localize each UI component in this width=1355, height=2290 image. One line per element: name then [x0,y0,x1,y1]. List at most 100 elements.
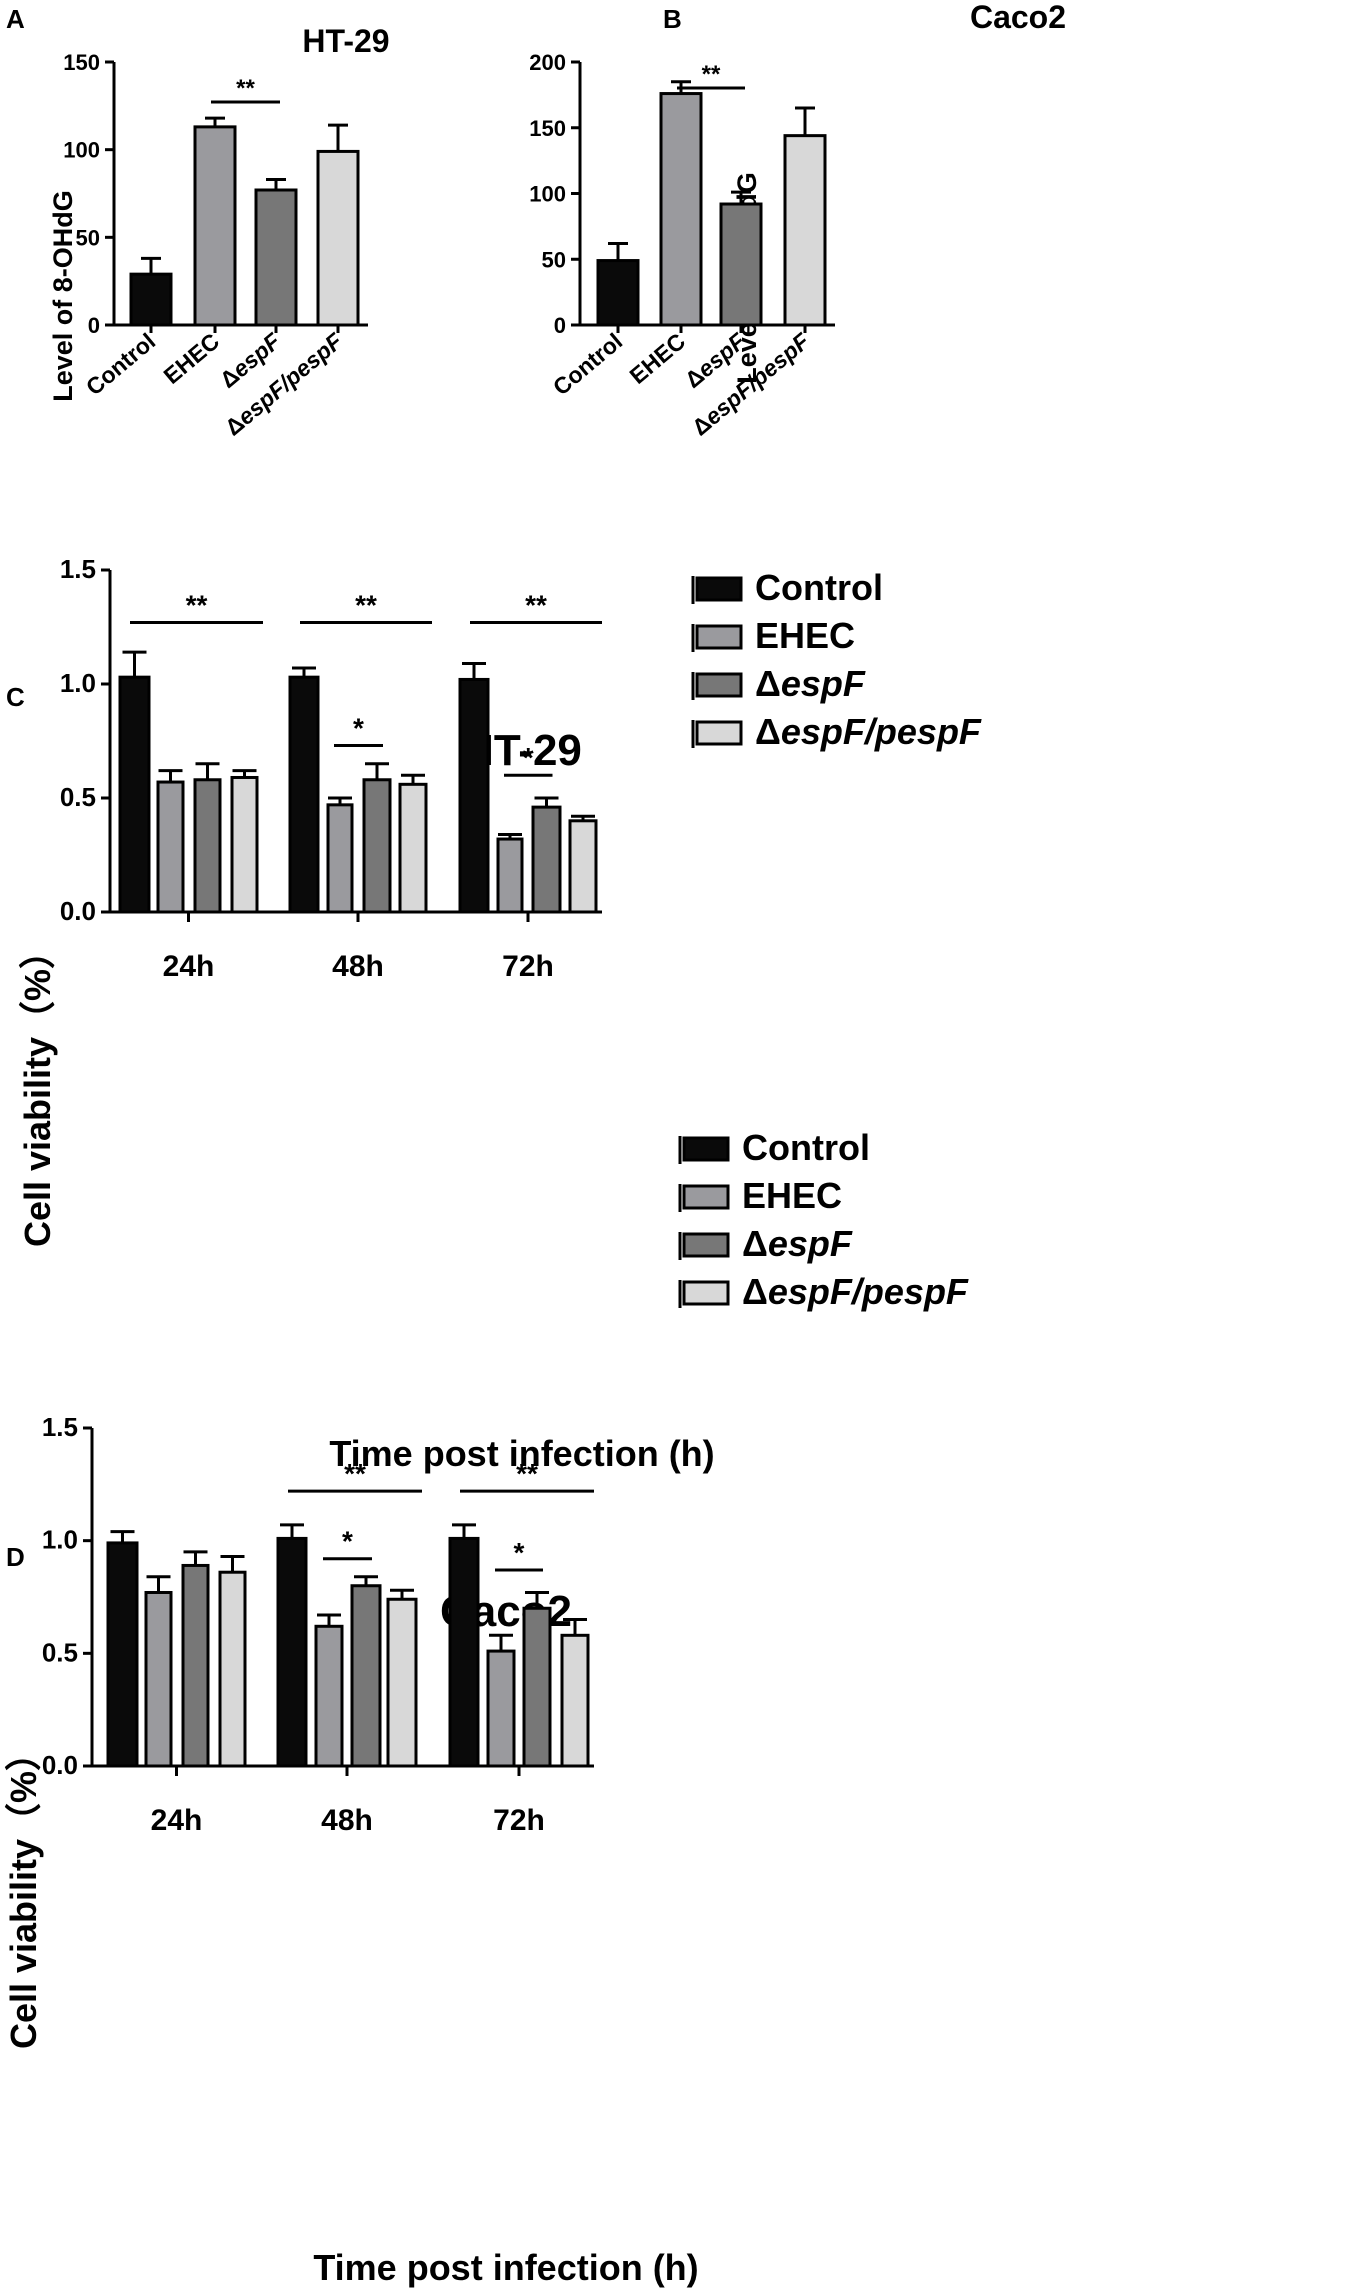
panel-c-legend: Control EHEC ΔespF ΔespF/pespF [691,567,982,752]
panel-a-title: HT-29 [302,23,389,59]
panel-b-plot: 050100150200ControlEHECΔespFΔespF/pespF*… [529,50,835,441]
panel-c-letter: C [6,682,25,712]
bar [568,819,598,914]
bar [316,149,360,327]
y-tick-label: 150 [63,50,100,75]
panel-a: A HT-29 Level of 8-OHdG 0 50 100 150 Control… [6,4,390,441]
bar [398,782,428,914]
legend-swatch [695,720,743,746]
bar [181,1563,210,1768]
bar [448,1536,480,1768]
legend-swatch [682,1184,730,1210]
y-tick-label: 1.0 [60,668,96,698]
legend-swatch [682,1280,730,1306]
y-tick-label: 0.0 [42,1750,78,1780]
category-label: Control [548,328,627,400]
category-label: 48h [321,1804,373,1837]
bar [314,1624,344,1768]
significance-label: * [342,1526,353,1557]
panel-d-ylabel: Cell viability（%） [3,1735,44,2049]
legend-label: EHEC [755,615,855,656]
legend-label: Control [755,567,883,608]
bar [531,805,562,914]
y-tick-label: 50 [76,225,100,250]
bar [458,677,490,914]
bar [362,778,392,914]
y-tick-label: 1.5 [42,1412,78,1442]
y-tick-label: 0.5 [60,782,96,812]
significance-label: ** [525,589,547,620]
bar [288,675,320,914]
bar [144,1590,173,1768]
panel-b: B Caco2 Level of 8-OHdG 050100150200Cont… [529,0,1066,441]
bar [230,775,259,914]
panel-d-legend: Control EHEC ΔespF ΔespF/pespF [678,1127,969,1312]
panel-b-letter: B [663,4,682,34]
category-label: 72h [502,950,554,983]
y-tick-label: 0.0 [60,896,96,926]
significance-label: * [353,713,364,744]
bar [486,1649,516,1768]
category-label: EHEC [159,328,225,389]
bar [560,1633,590,1768]
category-label: 48h [332,950,384,983]
bar [596,259,640,327]
category-label: 24h [163,950,215,983]
legend-label: ΔespF [742,1223,853,1264]
panel-c-xlabel: Time post infection (h) [329,1433,714,1474]
significance-label: ** [516,1458,538,1489]
bar [254,188,298,327]
panel-b-title: Caco2 [970,0,1066,35]
bar [106,1541,139,1768]
significance-label: ** [344,1458,366,1489]
bar [350,1584,382,1768]
legend-label: ΔespF [755,663,866,704]
significance-label: ** [702,61,721,88]
y-tick-label: 50 [542,247,566,272]
legend-swatch [695,576,743,602]
category-label: Control [81,328,160,400]
y-tick-label: 200 [529,50,566,75]
bar [659,92,703,327]
panel-d: D Caco2 Cell viability（%） Time post infe… [3,1127,969,2288]
bar [156,780,185,914]
bar [193,778,222,914]
bar [276,1536,308,1768]
category-label: 24h [151,1804,203,1837]
legend-label: ΔespF/pespF [742,1271,969,1312]
panel-c-ylabel: Cell viability（%） [17,933,58,1247]
significance-label: ** [236,75,255,102]
legend-swatch [695,672,743,698]
significance-label: ** [186,589,208,620]
panel-a-ylabel: Level of 8-OHdG [48,190,78,402]
y-tick-label: 1.0 [42,1525,78,1555]
y-tick-label: 100 [529,182,566,207]
bar [496,837,524,914]
bar [218,1570,247,1768]
bar [386,1597,418,1768]
legend-swatch [695,624,743,650]
y-tick-label: 150 [529,116,566,141]
panel-c: C HT-29 Cell viability（%） Time post infe… [6,554,982,1474]
y-tick-label: 0 [554,313,566,338]
y-tick-label: 100 [63,138,100,163]
bar [118,675,151,914]
bar [783,134,827,327]
legend-label: ΔespF/pespF [755,711,982,752]
y-tick-label: 0 [88,313,100,338]
legend-label: EHEC [742,1175,842,1216]
legend-swatch [682,1232,730,1258]
category-label: EHEC [625,328,691,389]
significance-label: * [523,742,534,773]
bar [326,803,354,914]
y-tick-label: 0.5 [42,1637,78,1667]
bar [719,202,763,327]
panel-d-xlabel: Time post infection (h) [313,2247,698,2288]
significance-label: * [514,1537,525,1568]
bar [522,1606,552,1768]
legend-label: Control [742,1127,870,1168]
